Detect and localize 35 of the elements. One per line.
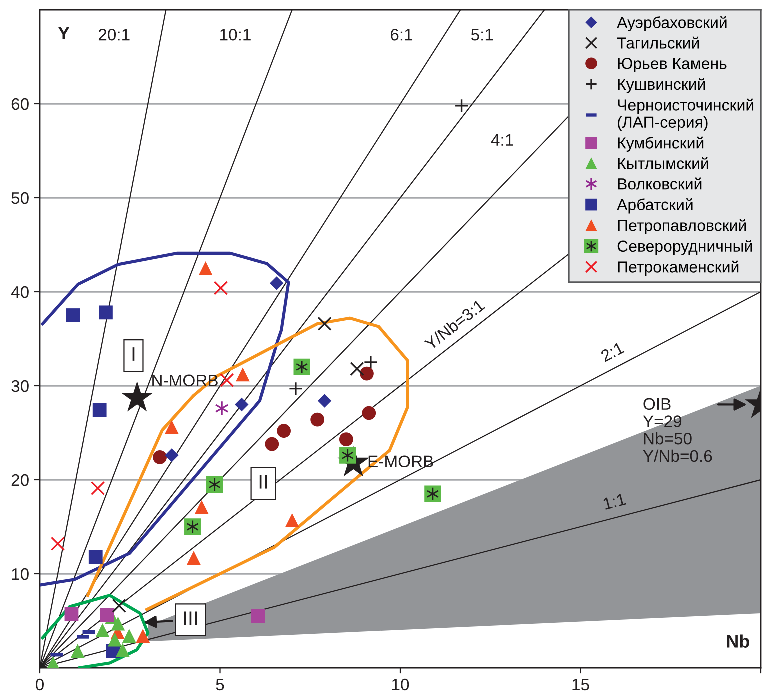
legend-label: Черноисточинский (ЛАП-серия) [618, 98, 754, 132]
annotation: II [260, 475, 268, 489]
legend-label: Кытлымский [618, 157, 708, 170]
annotation: OIB Y=29 Nb=50 Y/Nb=0.6 [643, 398, 712, 462]
x-tick-label: 15 [572, 679, 590, 691]
text: 1:1 [603, 493, 626, 510]
series-label: 20:1 [98, 28, 130, 41]
series-label: 5:1 [471, 29, 494, 41]
legend-label: Северорудничный [618, 240, 752, 256]
y-axis-title: Y [58, 27, 70, 40]
x-tick-label: 0 [36, 678, 44, 691]
annotation: I [132, 348, 135, 361]
y-tick-label: 30 [12, 380, 29, 392]
series-label: 4:1 [491, 134, 514, 146]
legend-label: Юрьев Камень [618, 58, 727, 73]
y-tick-label: 60 [12, 98, 29, 110]
legend-label: Петрокаменский [618, 260, 739, 276]
x-tick-label: 10 [392, 678, 410, 691]
series-label: 10:1 [220, 28, 251, 41]
annotation: III [184, 612, 198, 626]
series-label: 6:1 [391, 28, 413, 41]
legend-label: Волковский [618, 178, 702, 190]
legend-label: Петропавловский [618, 219, 746, 234]
text: 2:1 [600, 342, 625, 362]
legend-label: Тагильский [617, 36, 700, 49]
y-tick-label: 20 [12, 474, 29, 486]
x-axis-title: Nb [727, 634, 750, 648]
y-tick-label: 10 [12, 568, 29, 580]
legend-label: Кумбинский [618, 136, 704, 152]
y-tick-label: 50 [12, 192, 29, 204]
legend-label: Арбатский [617, 198, 693, 214]
x-tick-label: 5 [216, 679, 224, 691]
y-tick-label: 40 [11, 286, 29, 298]
legend-label: Ауэрбаховский [617, 16, 727, 32]
legend-label: Кушвинский [618, 78, 706, 94]
